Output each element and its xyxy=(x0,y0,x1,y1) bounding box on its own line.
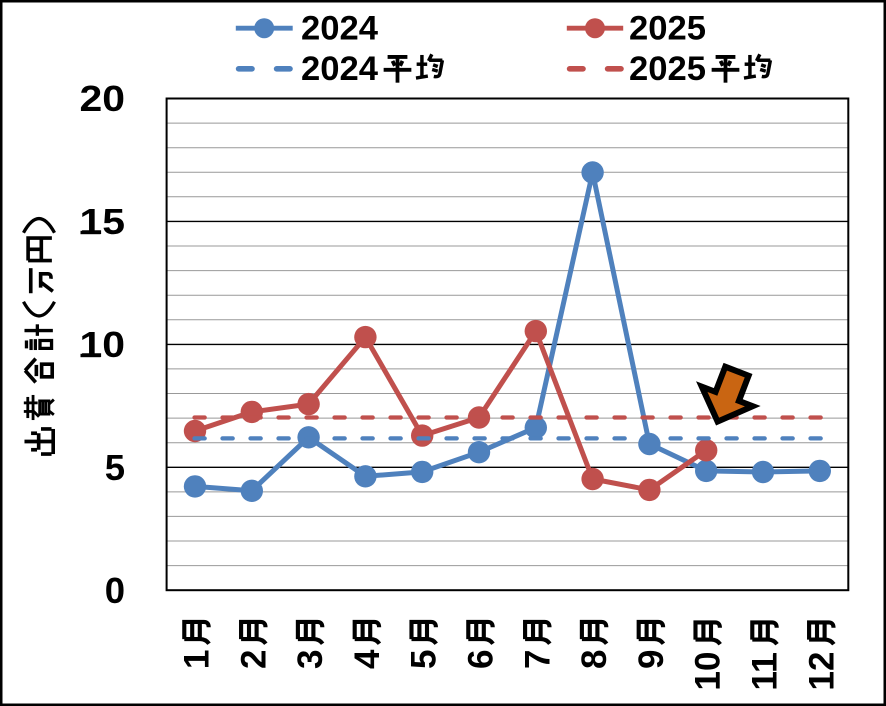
svg-text:2025: 2025 xyxy=(629,50,706,88)
svg-text:5: 5 xyxy=(105,447,125,488)
svg-text:0: 0 xyxy=(105,570,125,611)
svg-text:2024: 2024 xyxy=(301,10,378,48)
svg-text:12: 12 xyxy=(802,652,841,691)
svg-text:9: 9 xyxy=(632,650,671,669)
svg-text:8: 8 xyxy=(575,650,614,669)
svg-text:10: 10 xyxy=(689,652,728,691)
svg-text:2: 2 xyxy=(234,650,273,669)
svg-text:2025: 2025 xyxy=(629,10,706,48)
svg-text:11: 11 xyxy=(746,654,785,691)
svg-text:20: 20 xyxy=(80,78,126,119)
svg-text:3: 3 xyxy=(291,650,330,669)
svg-text:5: 5 xyxy=(405,650,444,669)
svg-text:10: 10 xyxy=(80,324,126,365)
svg-text:1: 1 xyxy=(178,650,217,669)
svg-text:6: 6 xyxy=(462,650,501,669)
svg-text:7: 7 xyxy=(518,650,557,669)
svg-text:2024: 2024 xyxy=(301,50,378,88)
svg-text:4: 4 xyxy=(348,649,387,669)
svg-text:15: 15 xyxy=(80,201,126,242)
